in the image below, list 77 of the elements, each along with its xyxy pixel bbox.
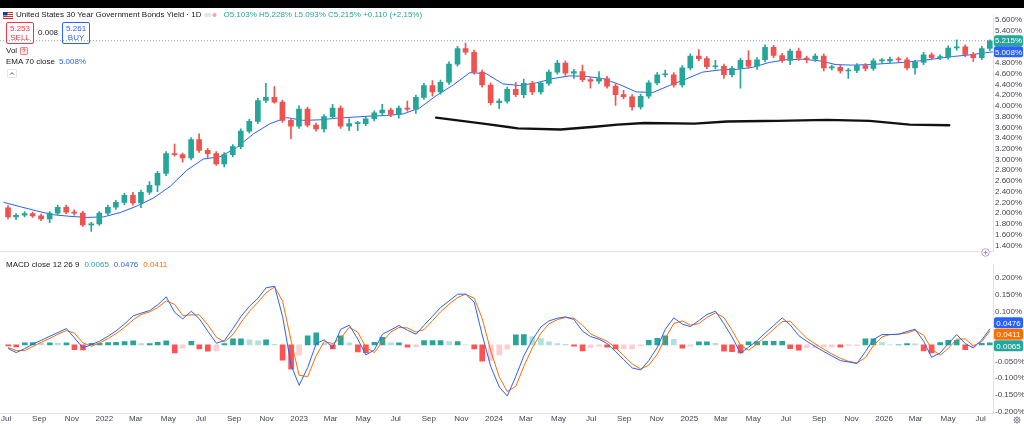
x-tick-label: Nov — [64, 414, 79, 423]
text: 0.0476 — [996, 318, 1022, 328]
annotation: BUY — [66, 33, 86, 42]
x-tick-label: Jul — [585, 414, 597, 423]
text: 0.0411 — [996, 330, 1021, 340]
y-tick-label: 4.200% — [995, 90, 1023, 100]
y-tick-label: 4.400% — [995, 79, 1023, 89]
x-tick-label: Jul — [390, 414, 402, 423]
x-tick-label: Sep — [32, 414, 47, 423]
y-tick-label: 2.000% — [995, 208, 1023, 218]
y-tick-label: 2.600% — [995, 176, 1023, 186]
x-tick-label: May — [940, 414, 956, 423]
y-tick-label: -0.050% — [995, 356, 1024, 366]
y-tick-label: 2.200% — [995, 197, 1023, 207]
y-tick-label: 3.600% — [995, 122, 1023, 132]
y-tick-label: 5.400% — [995, 26, 1023, 36]
x-tick-label: 2025 — [680, 414, 699, 423]
x-tick-label: May — [550, 414, 567, 423]
x-tick-label: May — [355, 414, 371, 423]
x-tick-label: Mar — [519, 414, 534, 423]
y-tick-label: 3.400% — [995, 133, 1023, 143]
x-tick-label: Nov — [259, 414, 274, 423]
y-tick-label: 1.400% — [995, 240, 1023, 250]
annotation: 5.261 — [66, 24, 87, 33]
y-tick-label: 5.600% — [995, 15, 1023, 25]
x-tick-label: 2024 — [485, 414, 504, 423]
chart-title: United States 30 Year Government Bonds Yield · 1D — [16, 10, 202, 20]
y-tick-label: -0.150% — [995, 390, 1024, 400]
x-tick-label: Jul — [1, 414, 12, 423]
chart-title: MACD close 12 26 9 — [6, 260, 80, 269]
y-tick-label: 4.800% — [995, 58, 1023, 68]
annotation: 5.008% — [58, 57, 87, 67]
annotation: 5.253 — [10, 24, 31, 33]
annotation: 0.0476 — [113, 260, 139, 269]
x-tick-label: Jul — [195, 414, 207, 423]
x-tick-label: Nov — [844, 414, 859, 423]
annotation: 0.0065 — [84, 260, 109, 269]
x-tick-label: Mar — [908, 414, 923, 423]
x-tick-label: May — [160, 414, 176, 423]
y-tick-label: -0.100% — [995, 373, 1024, 383]
x-tick-label: Sep — [226, 414, 242, 423]
annotation: 0.008 — [38, 28, 59, 38]
y-tick-label: 4.000% — [995, 101, 1023, 111]
x-tick-label: Jul — [975, 414, 987, 423]
y-tick-label: 0.100% — [995, 306, 1023, 316]
y-tick-label: 0.150% — [995, 290, 1023, 300]
y-tick-label: 3.200% — [995, 143, 1023, 153]
y-tick-label: 3.000% — [995, 154, 1023, 164]
x-tick-label: Jul — [780, 414, 792, 423]
x-tick-label: 2022 — [95, 414, 114, 423]
x-tick-label: 2023 — [290, 414, 309, 423]
x-tick-label: Sep — [421, 414, 437, 423]
x-tick-label: Nov — [454, 414, 469, 423]
x-tick-label: Mar — [323, 414, 338, 423]
annotation: 0.0411 — [143, 260, 168, 269]
x-tick-label: Sep — [811, 414, 827, 423]
x-tick-label: 2026 — [875, 414, 894, 423]
annotation: 5.215% — [994, 36, 1023, 46]
x-tick-label: Nov — [649, 414, 664, 423]
y-tick-label: 0.200% — [995, 273, 1023, 283]
annotation: Vol — [6, 46, 18, 56]
y-tick-label: 4.600% — [995, 68, 1023, 78]
y-tick-label: 1.600% — [995, 229, 1023, 239]
x-tick-label: Sep — [617, 414, 632, 423]
y-tick-label: 2.400% — [995, 186, 1023, 196]
text: EMA 70 close — [6, 57, 55, 67]
annotation: SELL — [10, 33, 31, 42]
y-tick-label: 2.800% — [995, 165, 1023, 175]
x-tick-label: May — [745, 414, 761, 423]
chart-subtitle: O5.103% H5.228% L5.093% C5.215% +0.110 (+2.15%) — [223, 10, 423, 20]
x-tick-label: Mar — [713, 414, 729, 423]
text: 0.0065 — [996, 341, 1022, 351]
y-tick-label: 1.800% — [995, 219, 1023, 229]
x-tick-label: Mar — [128, 414, 144, 423]
annotation: 5.008% — [994, 47, 1023, 57]
y-tick-label: 3.800% — [995, 111, 1023, 121]
y-tick-label: -0.200% — [995, 406, 1024, 416]
